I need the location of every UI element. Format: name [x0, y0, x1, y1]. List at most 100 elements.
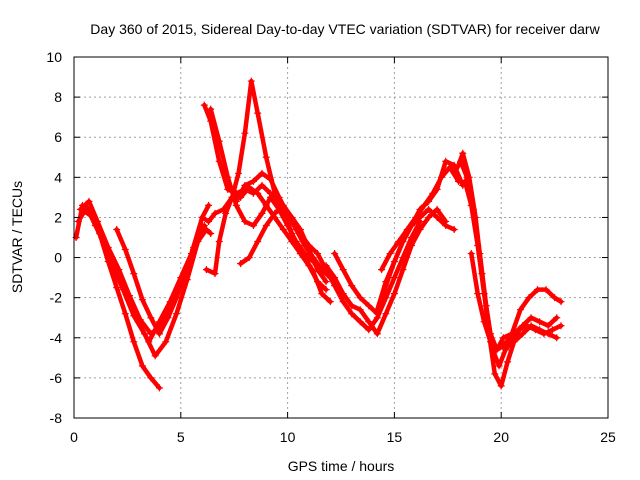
- data-point: [407, 242, 415, 250]
- data-point: [425, 205, 433, 213]
- data-point: [121, 310, 129, 318]
- data-point: [288, 213, 296, 221]
- y-tick-label: -6: [50, 370, 63, 386]
- data-point: [390, 258, 398, 266]
- data-point: [130, 338, 138, 346]
- data-point: [279, 201, 287, 209]
- data-point: [89, 213, 97, 221]
- data-point: [501, 346, 509, 354]
- data-point: [190, 246, 198, 254]
- data-point: [237, 260, 245, 268]
- data-point: [373, 330, 381, 338]
- data-point: [258, 181, 266, 189]
- data-point: [267, 193, 275, 201]
- data-point: [130, 312, 138, 320]
- data-point: [461, 177, 469, 185]
- x-tick-label: 20: [493, 429, 509, 445]
- data-point: [480, 290, 488, 298]
- data-point: [454, 177, 462, 185]
- data-point: [540, 330, 548, 338]
- data-point: [551, 294, 559, 302]
- data-point: [241, 217, 249, 225]
- data-point: [113, 284, 121, 292]
- data-point: [241, 129, 249, 137]
- data-point: [247, 77, 255, 85]
- data-point: [151, 352, 159, 360]
- y-tick-label: -4: [50, 330, 63, 346]
- data-point: [495, 362, 503, 370]
- data-point: [474, 290, 482, 298]
- x-tick-label: 15: [387, 429, 403, 445]
- y-tick-label: 2: [54, 209, 62, 225]
- plot-frame: [73, 56, 609, 419]
- data-point: [322, 278, 330, 286]
- data-point: [356, 318, 364, 326]
- data-point: [138, 362, 146, 370]
- data-point: [450, 169, 458, 177]
- data-point: [544, 322, 552, 330]
- data-point: [322, 286, 330, 294]
- data-point: [474, 242, 482, 250]
- x-tick-label: 25: [600, 429, 616, 445]
- data-point: [339, 290, 347, 298]
- data-point: [258, 209, 266, 217]
- y-axis-label: SDTVAR / TECUs: [9, 181, 25, 293]
- data-point: [527, 314, 535, 322]
- data-point: [399, 266, 407, 274]
- series-track-7: [199, 185, 312, 268]
- data-point: [198, 213, 206, 221]
- data-point: [339, 298, 347, 306]
- data-point: [211, 270, 219, 278]
- data-point: [403, 225, 411, 233]
- data-point: [224, 173, 232, 181]
- data-point: [207, 105, 215, 113]
- data-point: [348, 282, 356, 290]
- data-point: [516, 306, 524, 314]
- data-point: [365, 326, 373, 334]
- data-point: [292, 238, 300, 246]
- data-point: [162, 338, 170, 346]
- data-point: [85, 197, 93, 205]
- data-point: [497, 382, 505, 390]
- data-point: [373, 306, 381, 314]
- data-point: [207, 229, 215, 237]
- x-tick-label: 0: [70, 429, 78, 445]
- data-point: [557, 298, 565, 306]
- data-point: [457, 157, 465, 165]
- x-axis-label: GPS time / hours: [288, 458, 395, 474]
- data-point: [331, 274, 339, 282]
- data-point: [504, 358, 512, 366]
- data-point: [200, 101, 208, 109]
- data-point: [296, 229, 304, 237]
- data-point: [254, 109, 262, 117]
- data-point: [499, 342, 507, 350]
- data-point: [181, 270, 189, 278]
- data-point: [433, 205, 441, 213]
- series-track-16: [379, 165, 461, 272]
- data-point: [232, 197, 240, 205]
- data-series: [72, 77, 565, 392]
- data-point: [245, 254, 253, 262]
- y-tick-label: 8: [54, 89, 62, 105]
- data-point: [301, 250, 309, 258]
- data-point: [491, 370, 499, 378]
- data-point: [331, 250, 339, 258]
- data-point: [493, 346, 501, 354]
- data-point: [378, 266, 386, 274]
- data-point: [534, 286, 542, 294]
- data-point: [429, 189, 437, 197]
- data-point: [173, 310, 181, 318]
- data-point: [487, 338, 495, 346]
- data-point: [416, 225, 424, 233]
- data-point: [155, 330, 163, 338]
- data-point: [215, 137, 223, 145]
- data-point: [467, 201, 475, 209]
- data-point: [318, 290, 326, 298]
- data-point: [531, 326, 539, 334]
- axis-ticks: 0 5 10 15 20 25 -8 -6 -4 -2 0 2 4 6 8 10: [46, 49, 616, 445]
- data-point: [514, 326, 522, 334]
- data-point: [356, 294, 364, 302]
- data-point: [314, 278, 322, 286]
- data-point: [121, 246, 129, 254]
- data-point: [275, 193, 283, 201]
